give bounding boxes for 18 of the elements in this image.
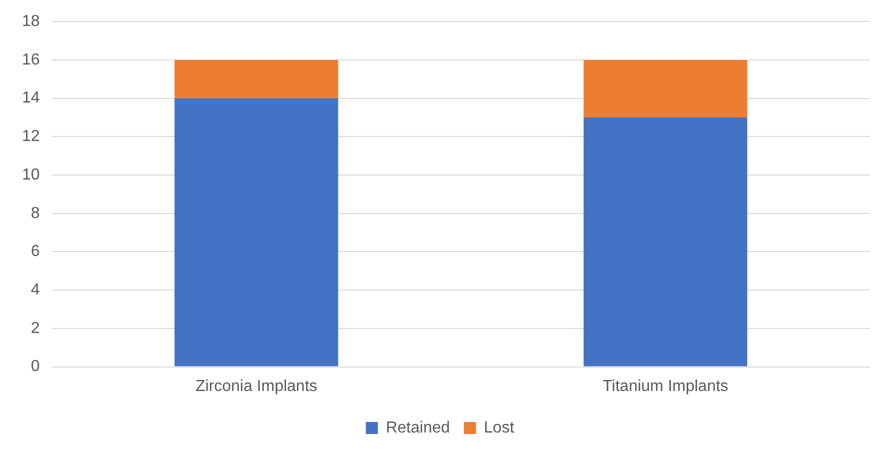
bar [584,60,748,118]
y-tick-label: 12 [22,128,40,146]
bar [174,60,338,98]
y-tick-label: 4 [30,281,40,298]
legend-label: Lost [484,419,515,436]
bar [584,117,748,366]
y-tick-label: 16 [22,51,40,68]
x-tick-label: Titanium Implants [602,378,728,395]
y-tick-label: 14 [22,90,40,107]
bar [174,98,338,366]
x-tick-label: Zirconia Implants [195,378,318,395]
y-tick-label: 8 [30,204,40,222]
y-tick-label: 18 [22,13,40,30]
y-tick-label: 6 [30,243,40,260]
y-tick-label: 2 [30,320,40,337]
y-tick-label: 10 [22,166,40,184]
y-tick-label: 0 [30,358,40,376]
legend-label: Retained [386,419,450,436]
